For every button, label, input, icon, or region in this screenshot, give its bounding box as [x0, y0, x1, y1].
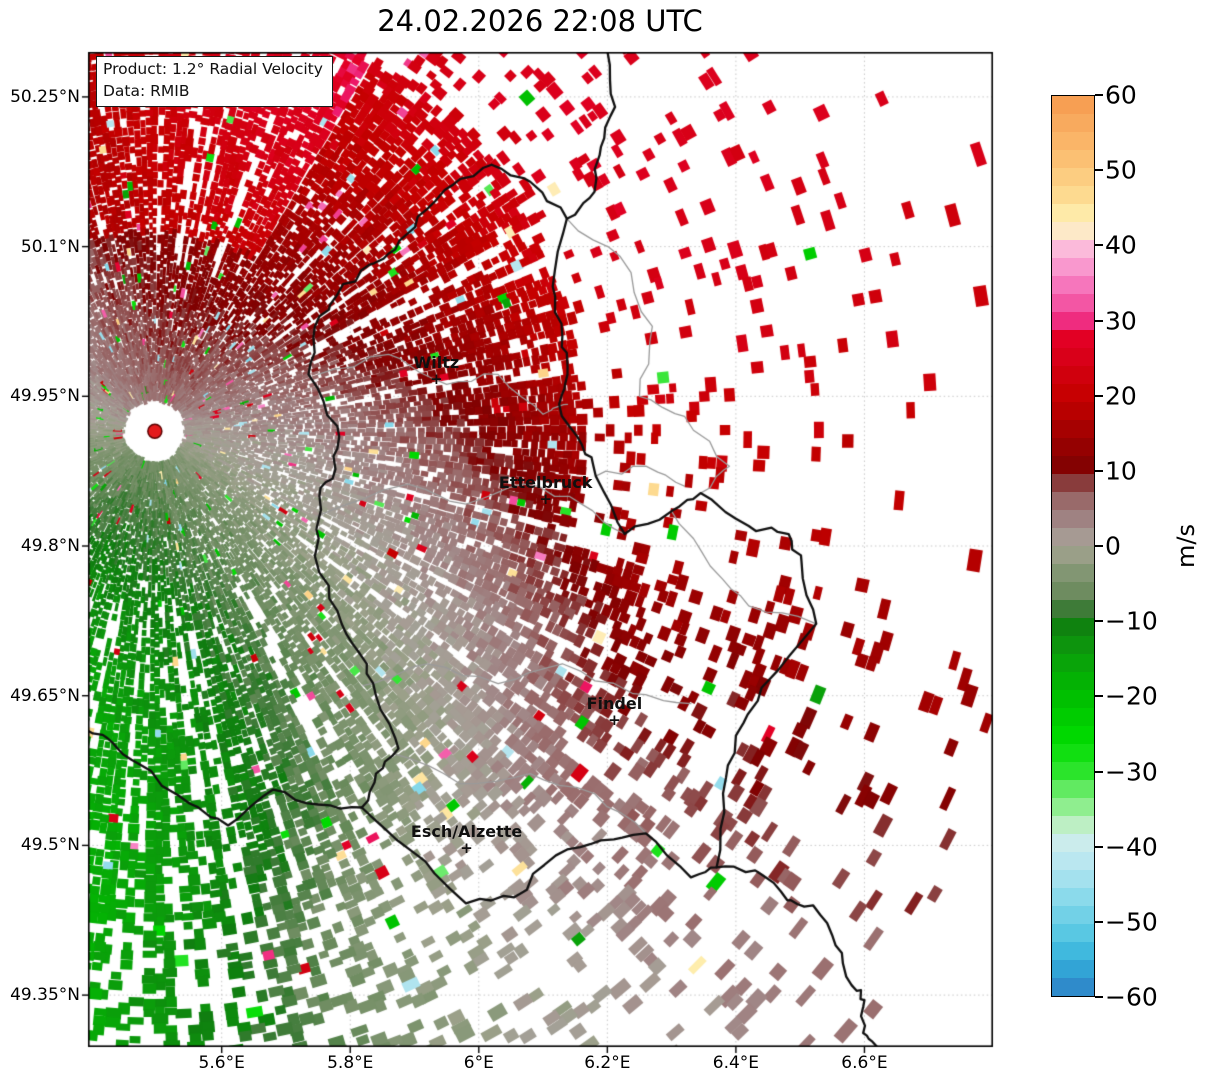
y-tick-label: 49.65°N: [10, 685, 80, 706]
colorbar-tick-mark: [1095, 545, 1103, 547]
product-info-box: Product: 1.2° Radial Velocity Data: RMIB: [96, 56, 333, 107]
colorbar-tick-label: 0: [1105, 531, 1121, 561]
colorbar-tick-label: 10: [1105, 456, 1137, 486]
colorbar-tick-label: 20: [1105, 381, 1137, 411]
x-tick-label: 6°E: [463, 1053, 494, 1073]
colorbar-tick-mark: [1095, 244, 1103, 247]
colorbar-tick-mark: [1095, 394, 1103, 397]
y-tick-label: 49.8°N: [20, 536, 80, 556]
colorbar-tick-mark: [1095, 770, 1103, 773]
colorbar-tick-mark: [1095, 620, 1103, 623]
colorbar-tick-mark: [1095, 169, 1103, 172]
x-tick-label: 6.2°E: [584, 1053, 631, 1073]
colorbar-tick-label: −30: [1105, 757, 1158, 786]
city-label: Ettelbruck: [498, 473, 593, 493]
product-line: Product: 1.2° Radial Velocity: [103, 60, 323, 78]
colorbar-tick-label: 40: [1105, 230, 1137, 260]
colorbar-tick-label: 30: [1105, 306, 1137, 335]
x-tick-label: 6.6°E: [841, 1053, 888, 1073]
city-label: Wiltz: [413, 353, 460, 373]
x-tick-label: 5.8°E: [327, 1053, 374, 1073]
y-tick-label: 49.35°N: [10, 985, 80, 1006]
city-marker-icon: +: [460, 839, 473, 858]
colorbar-tick-label: −10: [1105, 606, 1158, 636]
plot-title: 24.02.2026 22:08 UTC: [377, 4, 703, 38]
city-label: Findel: [586, 693, 643, 713]
colorbar-tick-mark: [1095, 469, 1103, 472]
y-tick-label: 49.5°N: [20, 835, 80, 856]
colorbar-tick-mark: [1095, 996, 1103, 998]
colorbar-tick-label: −40: [1105, 832, 1158, 862]
colorbar-tick-label: 60: [1105, 80, 1137, 110]
city-marker-icon: +: [430, 370, 443, 389]
y-tick-label: 50.25°N: [10, 86, 80, 107]
colorbar: [1051, 95, 1095, 997]
colorbar-tick-label: −50: [1105, 907, 1158, 937]
colorbar-tick-mark: [1095, 695, 1103, 698]
colorbar-unit-label: m/s: [1172, 524, 1200, 568]
colorbar-tick-mark: [1095, 845, 1103, 848]
city-marker-icon: +: [608, 710, 621, 729]
city-label: Esch/Alzette: [410, 822, 523, 842]
colorbar-tick-label: 50: [1105, 155, 1137, 185]
city-marker-icon: +: [539, 490, 552, 509]
y-tick-label: 49.95°N: [10, 386, 80, 407]
colorbar-tick-label: −60: [1105, 982, 1158, 1012]
x-tick-label: 6.4°E: [712, 1053, 760, 1073]
x-tick-label: 5.6°E: [198, 1053, 245, 1073]
data-source-line: Data: RMIB: [103, 82, 190, 101]
colorbar-tick-mark: [1095, 920, 1103, 923]
colorbar-tick-mark: [1095, 319, 1103, 322]
y-tick-label: 50.1°N: [20, 236, 80, 257]
colorbar-tick-label: −20: [1105, 681, 1158, 711]
colorbar-tick-mark: [1095, 94, 1103, 96]
